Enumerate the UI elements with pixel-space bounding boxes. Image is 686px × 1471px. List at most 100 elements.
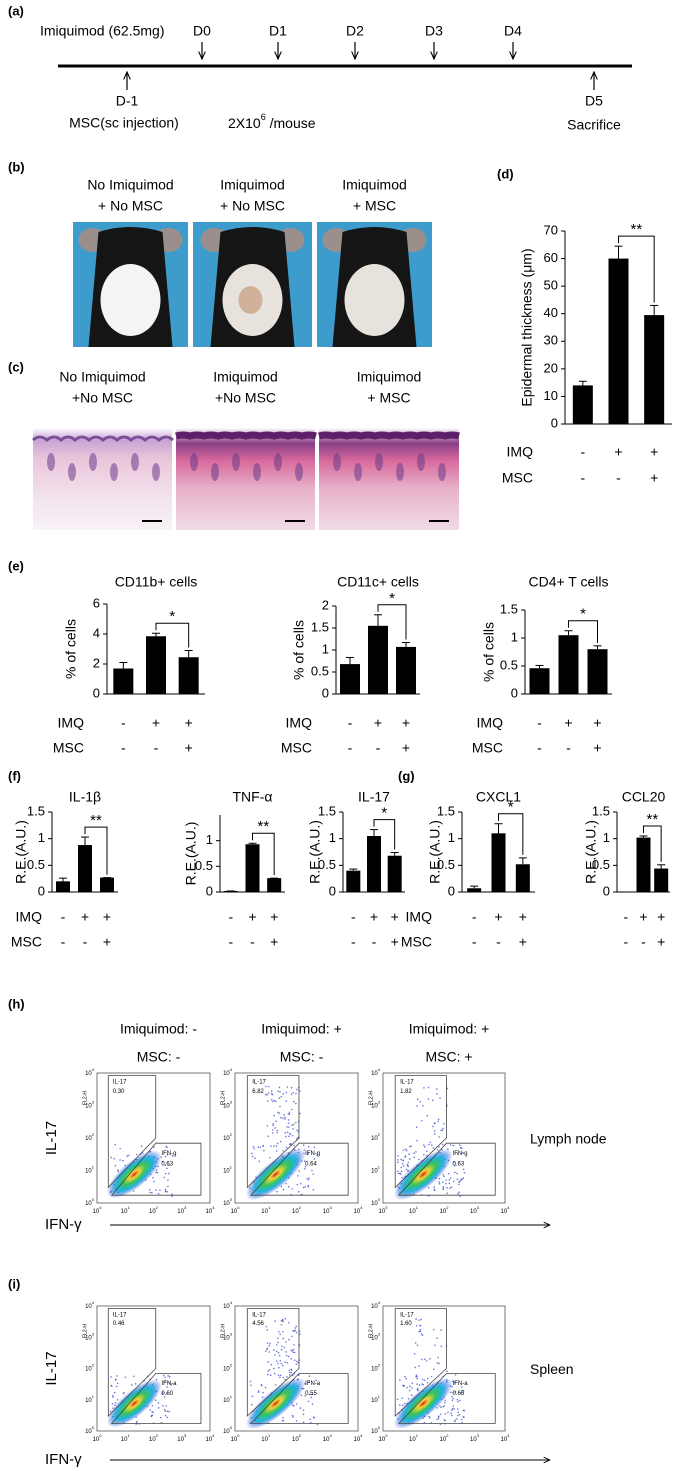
event-dot — [447, 1172, 450, 1175]
tick-base: 10 — [206, 1209, 213, 1215]
y-tick-label: 104 — [371, 1300, 381, 1310]
tick-base: 10 — [223, 1103, 230, 1109]
gate-name: IFN-g — [453, 1151, 468, 1157]
bar — [558, 635, 579, 694]
event-dot — [408, 1153, 410, 1155]
condition-name: IMQ — [477, 715, 504, 731]
event-dot — [296, 1088, 298, 1091]
y-axis-label: Epidermal thickness (μm) — [519, 248, 535, 406]
tick-base: 10 — [292, 1437, 299, 1443]
event-dot — [262, 1144, 264, 1147]
event-dot — [409, 1145, 411, 1148]
gate — [246, 1308, 300, 1417]
event-dot — [408, 1158, 411, 1160]
event-dot — [437, 1356, 439, 1359]
event-dot — [454, 1419, 457, 1422]
follicle — [438, 463, 446, 481]
treatment-label: Imiquimod (62.5mg) — [40, 23, 165, 39]
bar — [654, 868, 669, 892]
bar — [367, 836, 381, 892]
x-tick-label: 104 — [206, 1205, 216, 1215]
tick-base: 10 — [371, 1335, 378, 1341]
y-tick-label: 102 — [223, 1132, 233, 1142]
tick-exponent: 0 — [92, 1425, 95, 1430]
event-dot — [290, 1357, 293, 1360]
event-dot — [454, 1374, 457, 1376]
event-dot — [284, 1361, 287, 1364]
error-bar — [184, 650, 193, 658]
event-dot — [117, 1169, 119, 1171]
event-dot — [396, 1398, 399, 1401]
event-dot — [422, 1144, 425, 1146]
y-tick-label: 1 — [511, 629, 518, 644]
event-dot — [420, 1119, 423, 1122]
event-dot — [286, 1126, 288, 1128]
y-tick-label: 102 — [85, 1363, 95, 1373]
event-dot — [428, 1143, 430, 1146]
tick-exponent: 4 — [360, 1205, 363, 1210]
event-dot — [454, 1164, 456, 1167]
gate-name: IFN-g — [161, 1151, 176, 1157]
event-dot — [164, 1172, 167, 1175]
event-dot — [269, 1342, 271, 1345]
event-dot — [303, 1160, 306, 1162]
channel-label: FL2-H — [220, 1324, 226, 1338]
event-dot — [402, 1165, 405, 1167]
event-dot — [444, 1182, 447, 1185]
y-tick-label: 104 — [371, 1067, 381, 1077]
tick-base: 10 — [440, 1209, 447, 1215]
follicle — [253, 463, 261, 481]
event-dot — [258, 1160, 261, 1163]
tick-exponent: 3 — [92, 1100, 95, 1105]
event-dot — [407, 1397, 410, 1400]
event-dot — [164, 1410, 167, 1412]
bar — [467, 888, 482, 892]
condition-sign: - — [250, 934, 255, 950]
event-dot — [439, 1413, 442, 1416]
event-dot — [308, 1375, 311, 1377]
event-dot — [171, 1193, 174, 1195]
event-dot — [309, 1418, 311, 1421]
event-dot — [307, 1178, 310, 1181]
panel-label: (i) — [8, 1276, 20, 1291]
condition-sign: + — [614, 444, 622, 460]
tick-exponent: 4 — [212, 1433, 215, 1438]
event-dot — [419, 1100, 422, 1103]
event-dot — [274, 1100, 277, 1103]
event-dot — [397, 1172, 400, 1175]
y-tick-label: 0 — [603, 883, 610, 898]
y-axis-label: R.E.(A.U.) — [183, 822, 199, 886]
event-dot — [304, 1395, 307, 1397]
event-dot — [164, 1188, 167, 1191]
event-dot — [411, 1387, 413, 1389]
event-dot — [304, 1185, 307, 1188]
tick-base: 10 — [85, 1304, 92, 1310]
y-axis-label: % of cells — [291, 620, 307, 680]
event-dot — [115, 1378, 117, 1381]
y-tick-label: 100 — [371, 1197, 381, 1207]
density-cloud — [107, 1379, 162, 1428]
event-dot — [295, 1363, 298, 1365]
condition-sign: + — [593, 715, 601, 731]
significance-bracket — [373, 819, 396, 850]
event-dot — [288, 1113, 291, 1116]
event-dot — [284, 1317, 286, 1320]
event-dot — [272, 1349, 275, 1351]
event-dot — [113, 1157, 116, 1160]
significance-bracket — [618, 235, 655, 303]
event-dot — [152, 1176, 154, 1179]
event-dot — [299, 1090, 301, 1092]
day-label: D1 — [269, 23, 287, 39]
y-tick-label: 100 — [223, 1425, 233, 1435]
x-tick-label: 103 — [470, 1433, 480, 1443]
event-dot — [450, 1186, 453, 1188]
event-dot — [422, 1104, 424, 1107]
y-axis-label: R.E.(A.U.) — [13, 820, 29, 884]
bar — [515, 864, 530, 892]
chart-title: CD4+ T cells — [528, 574, 608, 590]
x-tick-label: 104 — [501, 1433, 511, 1443]
tick-base: 10 — [85, 1429, 92, 1435]
event-dot — [279, 1376, 281, 1379]
event-dot — [292, 1091, 295, 1094]
event-dot — [298, 1170, 300, 1172]
